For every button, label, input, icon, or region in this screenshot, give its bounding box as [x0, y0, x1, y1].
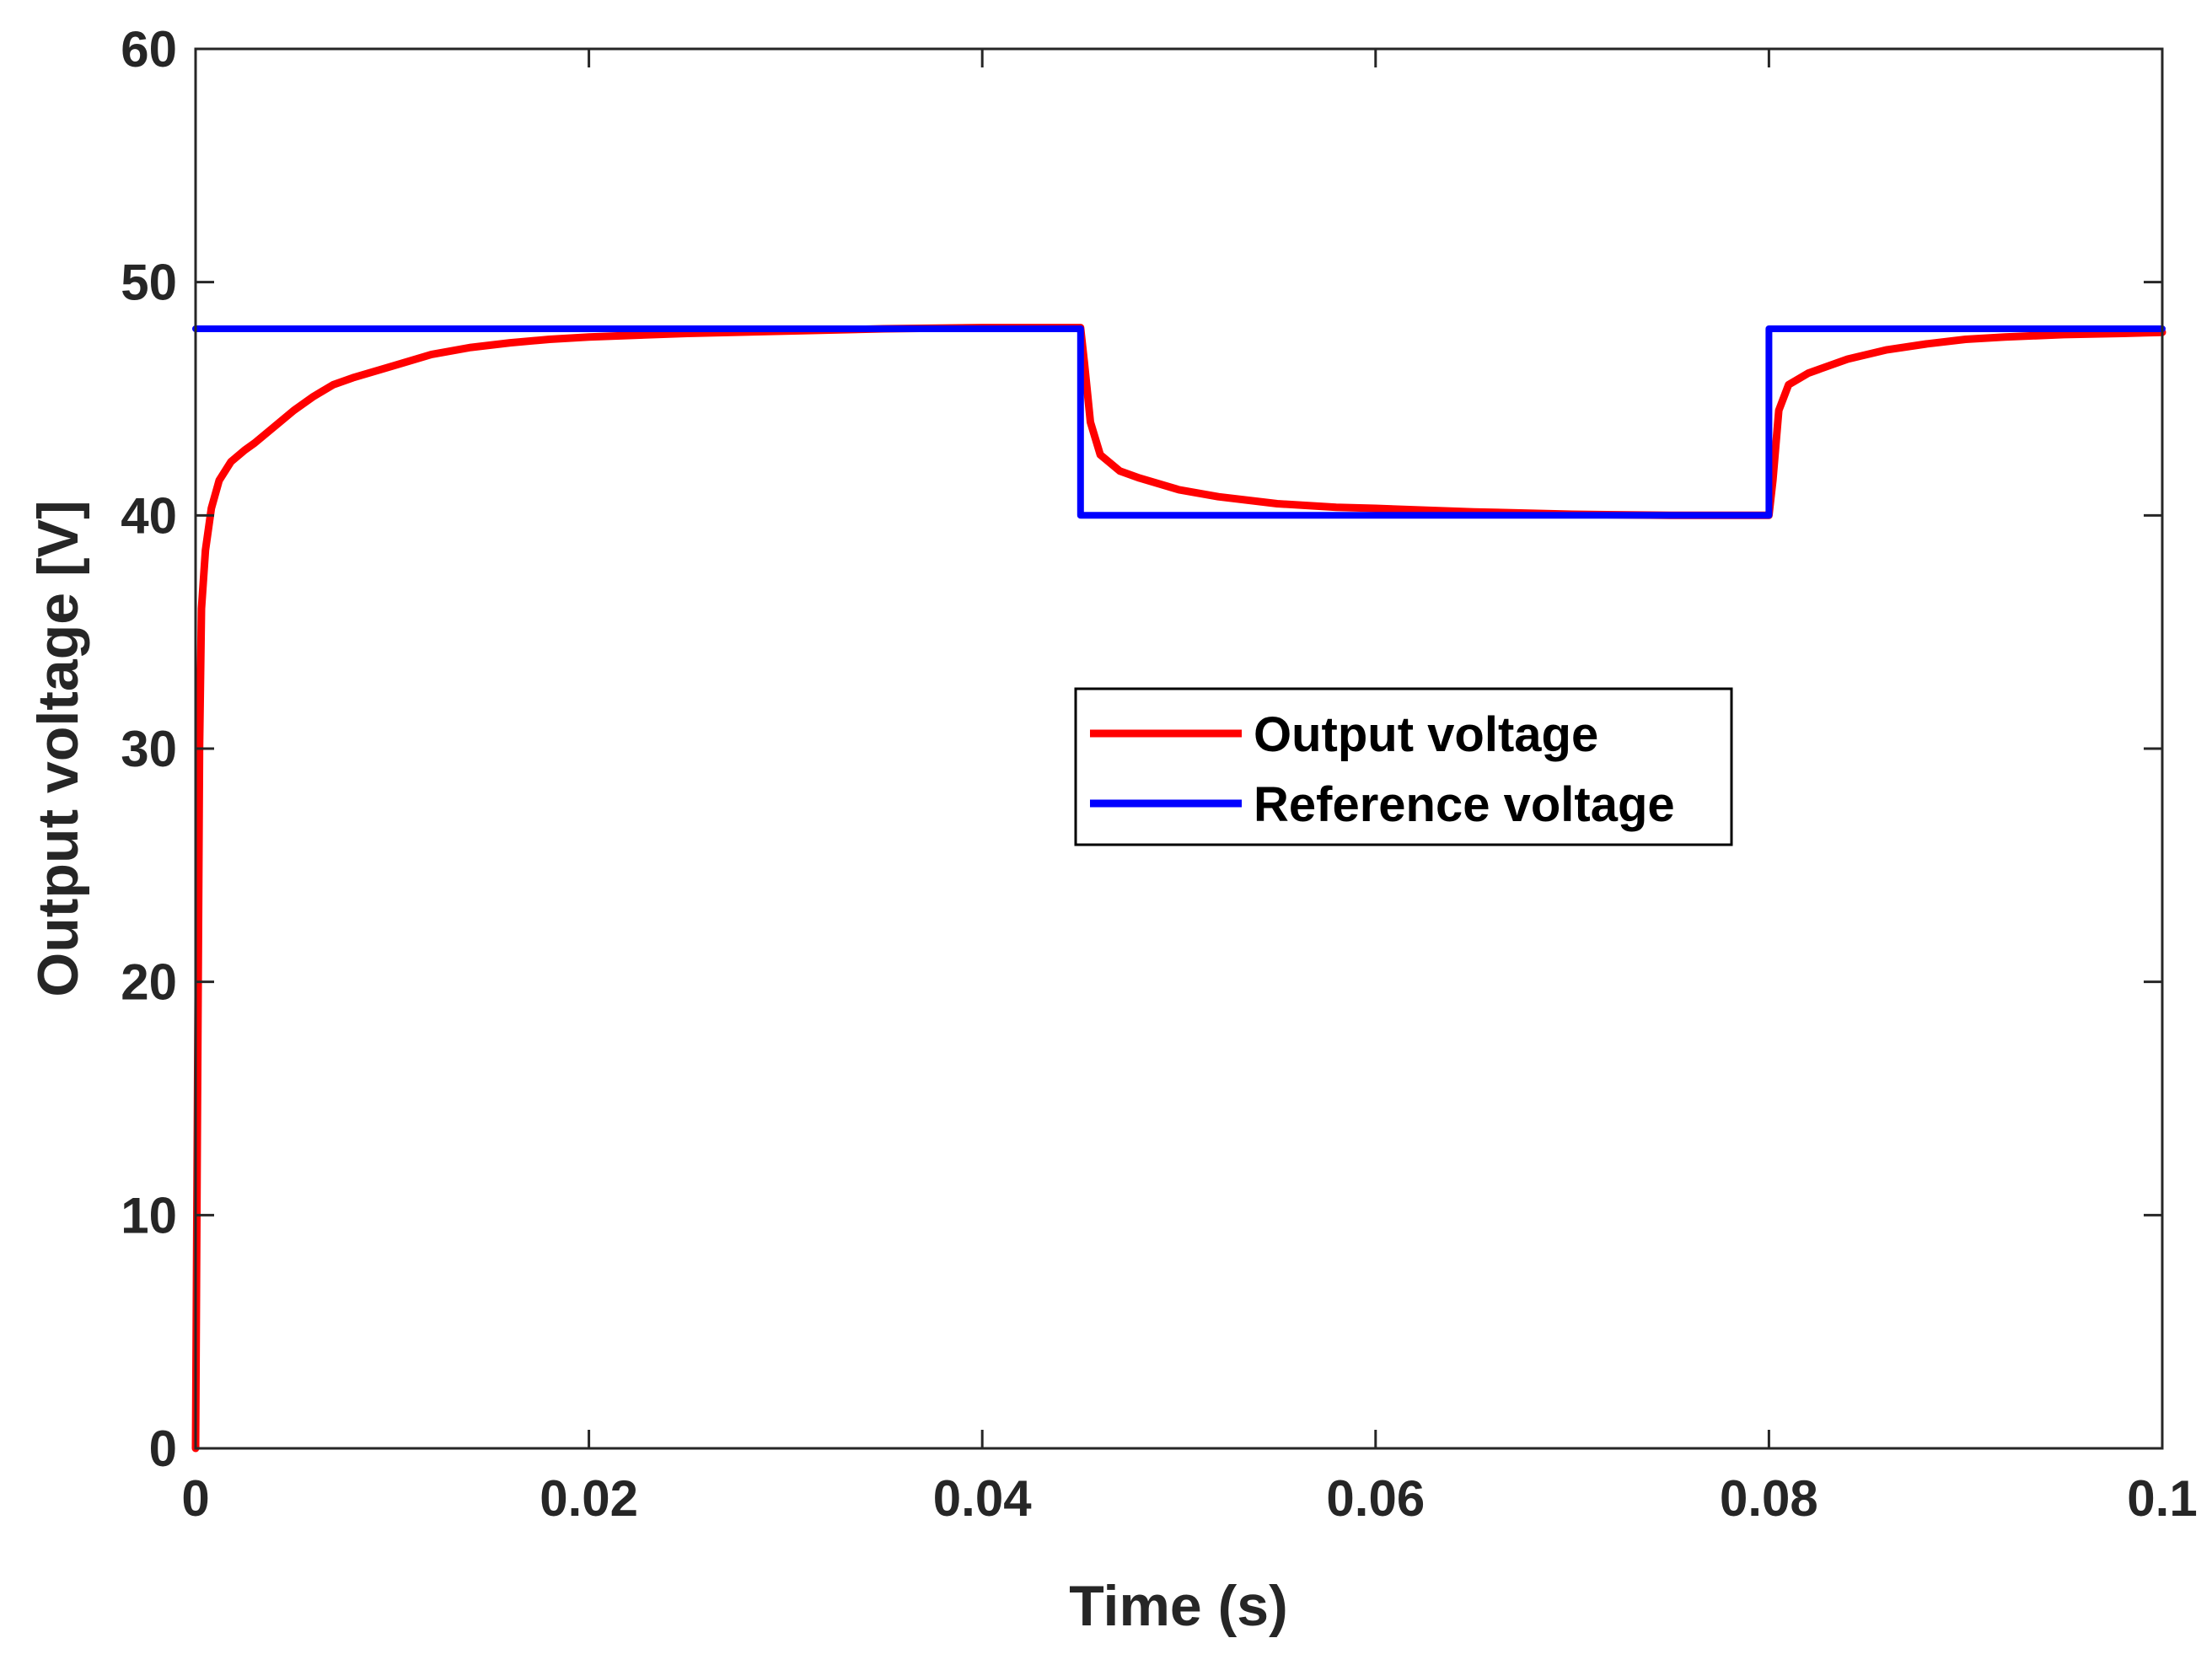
- x-tick-label: 0: [181, 1470, 209, 1527]
- legend-label-output-voltage: Output voltage: [1254, 707, 1598, 762]
- ticks-layer: 0 0.02 0.04 0.06 0.08 0.1 0 10 20 30 40 50 60: [121, 21, 2197, 1527]
- series-line-reference-voltage: [192, 325, 2166, 519]
- y-tick-label: 0: [149, 1421, 177, 1477]
- y-tick-label: 50: [121, 255, 177, 311]
- legend-label-reference-voltage: Reference voltage: [1254, 777, 1675, 832]
- y-tick-label: 20: [121, 954, 177, 1011]
- legend: Output voltage Reference voltage: [1074, 687, 1733, 846]
- y-tick-label: 30: [121, 721, 177, 777]
- series-layer: [191, 324, 2166, 1453]
- x-axis-title: Time (s): [1069, 1574, 1287, 1638]
- legend-box: [1074, 687, 1733, 846]
- y-axis-title: Output voltage [V]: [26, 500, 90, 996]
- x-tick-label: 0.04: [933, 1470, 1032, 1527]
- x-tick-label: 0.1: [2127, 1470, 2197, 1527]
- x-tick-label: 0.08: [1720, 1470, 1818, 1527]
- x-tick-label: 0.02: [540, 1470, 638, 1527]
- x-tick-label: 0.06: [1326, 1470, 1425, 1527]
- y-tick-label: 40: [121, 487, 177, 544]
- y-tick-label: 10: [121, 1187, 177, 1243]
- y-tick-label: 60: [121, 21, 177, 78]
